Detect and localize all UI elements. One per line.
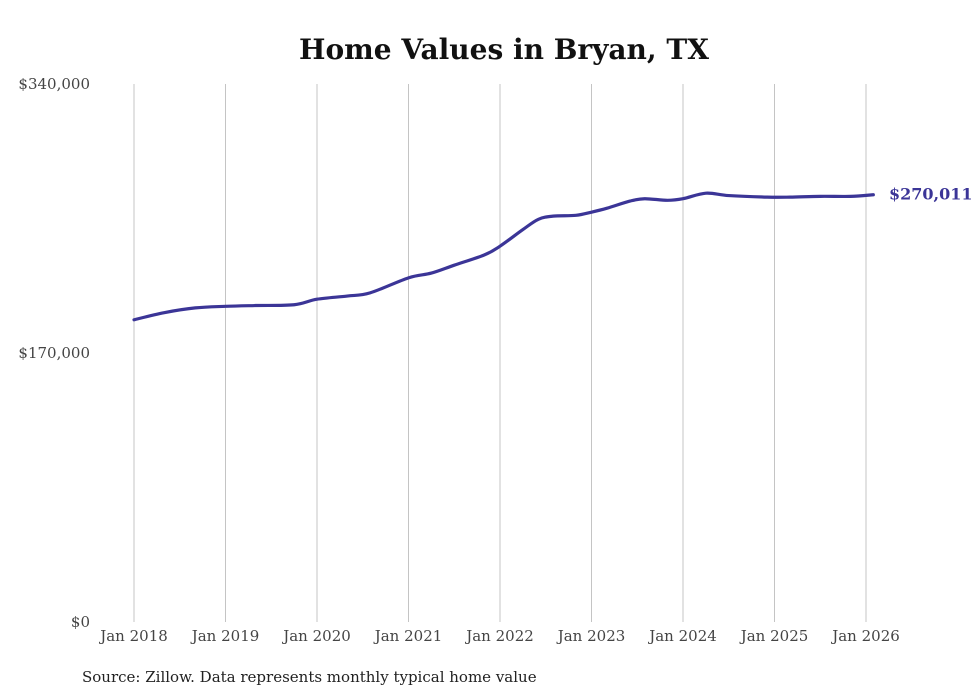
- x-tick-label: Jan 2020: [281, 627, 351, 645]
- y-tick-label: $0: [71, 613, 90, 631]
- series-line-home-value: [132, 191, 875, 322]
- x-tick-label: Jan 2019: [190, 627, 260, 645]
- y-tick-label: $340,000: [18, 75, 90, 93]
- y-tick-label: $170,000: [18, 344, 90, 362]
- y-axis: $0 $170,000 $340,000: [18, 75, 90, 631]
- x-tick-label: Jan 2024: [647, 627, 717, 645]
- x-tick-label: Jan 2026: [830, 627, 900, 645]
- end-value-label: $270,011: [889, 185, 973, 204]
- x-tick-label: Jan 2022: [464, 627, 534, 645]
- chart-title: Home Values in Bryan, TX: [299, 33, 709, 66]
- x-tick-label: Jan 2018: [98, 627, 168, 645]
- gridlines: [133, 84, 867, 622]
- x-axis: Jan 2018 Jan 2019 Jan 2020 Jan 2021 Jan 2022…: [98, 627, 900, 645]
- source-note: Source: Zillow. Data represents monthly …: [82, 668, 537, 686]
- series-layer: [132, 191, 875, 322]
- x-tick-label: Jan 2021: [373, 627, 443, 645]
- x-tick-label: Jan 2025: [739, 627, 809, 645]
- x-tick-label: Jan 2023: [556, 627, 626, 645]
